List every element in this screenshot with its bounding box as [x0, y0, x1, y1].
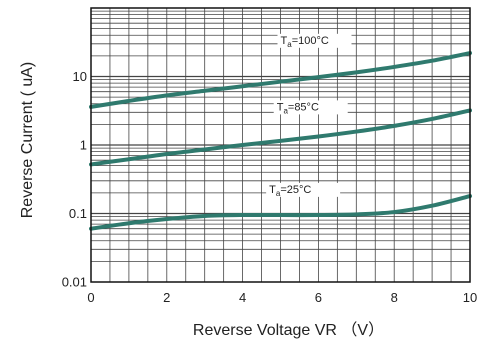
curve-label-rest: =100°C	[292, 35, 329, 47]
curve-label-sub: a	[276, 189, 281, 198]
curve-label-sub: a	[283, 106, 288, 115]
curve-label-main: T	[277, 101, 284, 113]
x-tick-label: 10	[463, 290, 477, 305]
y-tick-label: 10	[73, 69, 87, 84]
curve-label-main: T	[269, 184, 276, 196]
curve-label-1: Ta=85°C	[277, 101, 319, 115]
x-tick-label: 6	[315, 290, 322, 305]
x-axis-label: Reverse Voltage VR （V）	[193, 321, 384, 339]
series-line-2	[89, 194, 472, 231]
curve-labels: Ta=100°CTa=85°CTa=25°C	[266, 33, 352, 198]
curve-label-background	[273, 100, 348, 115]
curve-label-background	[266, 182, 341, 197]
plot-frame	[90, 7, 471, 283]
y-tick-label: 1	[80, 138, 87, 153]
x-tick-label: 8	[391, 290, 398, 305]
curve-label-background	[277, 33, 352, 48]
curve-label-rest: =25°C	[280, 184, 311, 196]
curve-label-rest: =85°C	[288, 101, 319, 113]
x-tick-label: 0	[87, 290, 94, 305]
x-tick-label: 4	[239, 290, 246, 305]
y-tick-labels: 0.01 0.1 1 10	[62, 69, 87, 290]
curve-label-main: T	[281, 35, 288, 47]
x-tick-label: 2	[163, 290, 170, 305]
y-tick-label: 0.1	[69, 206, 87, 221]
y-tick-label: 0.01	[62, 275, 87, 290]
curve-label-0: Ta=100°C	[281, 35, 329, 49]
grid	[91, 8, 470, 282]
curves	[89, 51, 472, 231]
curve-label-2: Ta=25°C	[269, 184, 311, 198]
x-tick-labels: 0 2 4 6 8 10	[87, 290, 477, 305]
series-line-1	[89, 108, 472, 167]
curve-label-sub: a	[287, 40, 292, 49]
series-line-0	[89, 51, 472, 109]
y-axis-label: Reverse Current ( uA)	[19, 62, 36, 219]
